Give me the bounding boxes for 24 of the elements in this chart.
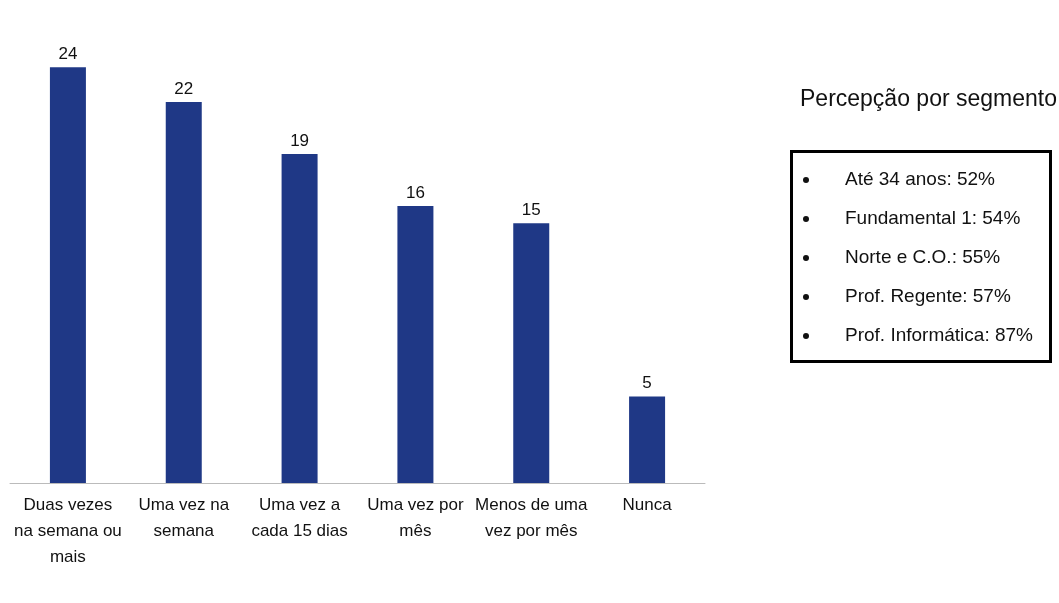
- bar: [165, 101, 202, 483]
- x-tick-label: Uma vez na semana: [138, 494, 230, 540]
- data-label: 15: [521, 200, 541, 220]
- text: Norte e C.O.: 55%: [844, 245, 1002, 269]
- data-label: 19: [290, 130, 310, 150]
- x-tick-label: Duas vezes na semana ou mais: [14, 494, 122, 566]
- text: Percepção por segmento: [800, 85, 1058, 112]
- bar: [397, 205, 434, 483]
- data-label: 16: [405, 182, 425, 202]
- bar: [629, 396, 666, 483]
- bar: [281, 153, 318, 483]
- x-tick-label: Menos de uma vez por mês: [475, 494, 589, 540]
- data-label: 5: [642, 373, 652, 393]
- text: Até 34 anos: 52%: [844, 167, 996, 191]
- x-tick-label: Nunca: [622, 494, 673, 514]
- bar: [513, 223, 550, 483]
- text: Prof. Informática: 87%: [844, 323, 1034, 347]
- bar: [49, 67, 86, 483]
- data-label: 24: [58, 44, 78, 64]
- text: Fundamental 1: 54%: [844, 206, 1022, 230]
- data-label: 22: [174, 78, 194, 98]
- x-tick-label: Uma vez por mês: [367, 494, 464, 540]
- text: Prof. Regente: 57%: [844, 284, 1012, 308]
- x-tick-label: Uma vez a cada 15 dias: [251, 494, 348, 540]
